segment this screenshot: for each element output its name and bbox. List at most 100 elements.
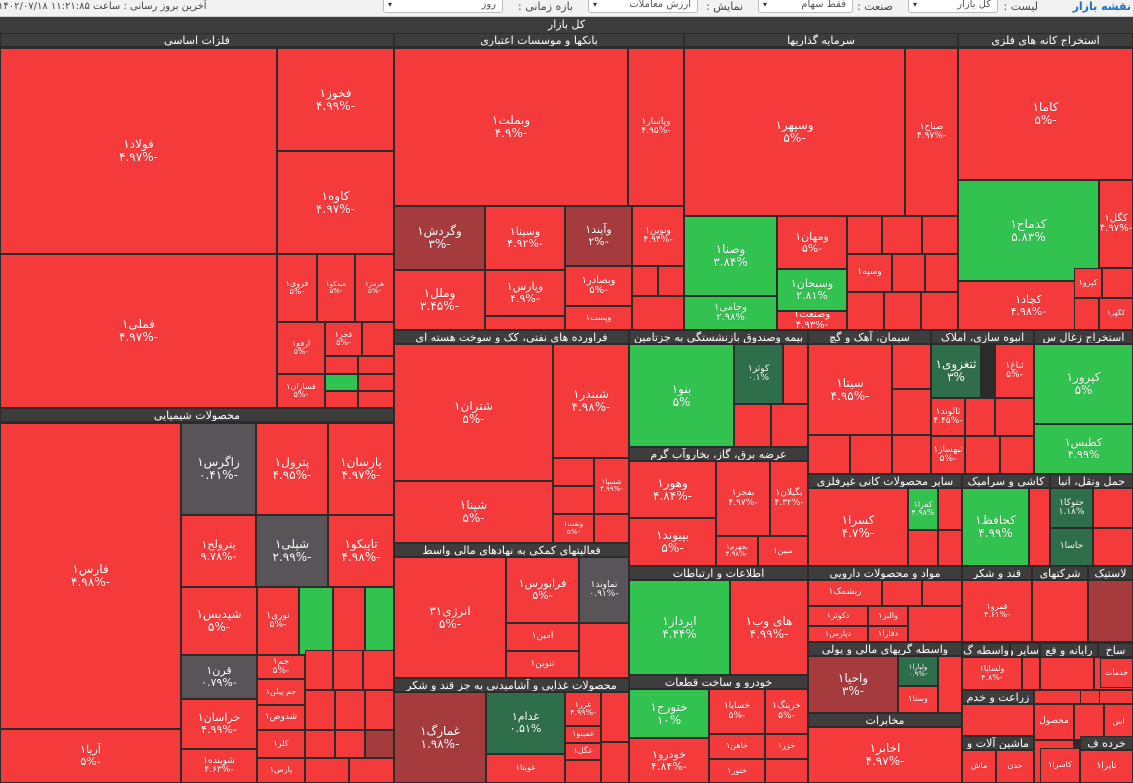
stock-tile[interactable]: حدن — [996, 750, 1034, 783]
stock-tile[interactable]: وجامی۱ ۲.۹۸% — [684, 296, 777, 330]
stock-tile[interactable]: کوثر۱ ۰.۱% — [734, 344, 783, 404]
stock-tile[interactable]: کگهر۱ — [1099, 298, 1133, 330]
sector-header[interactable]: خرده ف — [1080, 736, 1133, 750]
stock-tile[interactable]: ارفع۱ -۵% — [277, 322, 325, 374]
stock-tile[interactable]: ریشمک۱ — [808, 580, 882, 606]
stock-tile-small[interactable] — [1074, 298, 1099, 330]
stock-tile[interactable]: خدمات — [1100, 658, 1133, 688]
stock-tile[interactable]: های وب۱ -۴.۹۹% — [730, 580, 808, 675]
stock-tile[interactable]: ثتغزوی۱ ۳% — [931, 344, 981, 398]
stock-tile[interactable]: والبر۱ — [868, 606, 908, 626]
stock-tile[interactable]: کفرا۱ ۴.۹۸% — [908, 488, 938, 530]
sector-header[interactable]: محصولات شیمیایی — [0, 408, 394, 422]
stock-tile[interactable]: ولپارا۱ -۰.۹% — [898, 656, 938, 686]
stock-tile[interactable]: کلر۱ — [257, 730, 305, 758]
stock-tile[interactable]: دپارس۱ — [808, 626, 868, 642]
stock-tile[interactable]: وهور۱ -۴.۸۴% — [629, 461, 716, 518]
stock-tile[interactable]: وپارس۱ -۴.۹% — [485, 270, 565, 316]
stock-tile[interactable]: شپلی۱ -۲.۹۹% — [256, 515, 328, 587]
stock-tile[interactable]: اپرداز۱ ۴.۴۴% — [629, 580, 730, 675]
stock-tile[interactable]: وسنا۱ — [898, 686, 938, 713]
stock-tile[interactable]: وسپه۱ — [847, 254, 892, 292]
stock-tile-small[interactable] — [892, 254, 925, 292]
stock-tile-small[interactable] — [908, 606, 962, 642]
stock-tile[interactable]: فجر۱ -۵% — [325, 322, 362, 356]
stock-tile[interactable]: کسرا۱ -۴.۷% — [808, 488, 908, 566]
stock-tile-small[interactable] — [771, 404, 808, 447]
stock-tile[interactable]: تاپیکو۱ -۴.۹۸% — [328, 515, 394, 587]
sector-header[interactable]: بیمه وصندوق بازنشستگی به جزتامین — [629, 330, 808, 344]
industry-select[interactable]: فقط سهام ▾ — [758, 0, 853, 13]
stock-tile[interactable]: فملی۱ -۴.۹۷% — [0, 254, 277, 408]
stock-tile-small[interactable] — [363, 650, 394, 690]
stock-tile-small[interactable] — [485, 316, 565, 330]
sector-header[interactable]: عرضه برق، گاز، بخاروآب گرم — [629, 447, 808, 461]
stock-tile-small[interactable] — [1029, 488, 1050, 566]
stock-tile-small[interactable] — [579, 623, 629, 678]
stock-tile-small[interactable] — [1102, 268, 1133, 298]
stock-tile[interactable]: وپاسار۱ -۴.۹۵% — [628, 48, 684, 206]
stock-tile-small[interactable] — [358, 391, 394, 408]
sector-header[interactable]: فعالیتهای کمکی به نهادهای مالی واسط — [394, 543, 629, 557]
stock-tile[interactable]: ثبهساز۱ -۵% — [931, 436, 965, 474]
stock-tile-small[interactable] — [847, 216, 882, 254]
stock-tile-small[interactable] — [594, 514, 629, 543]
stock-tile[interactable]: اس — [1104, 704, 1133, 740]
sector-header[interactable]: زراعت و خدم — [962, 690, 1034, 704]
stock-tile[interactable]: قمرو۱ -۴.۶۱% — [962, 580, 1032, 642]
stock-tile[interactable]: تایرا۱ — [1080, 750, 1133, 783]
stock-tile[interactable]: وملل۱ -۳.۴۵% — [394, 270, 485, 330]
stock-tile-small[interactable] — [601, 742, 629, 783]
stock-tile[interactable]: شتران۱ -۵% — [394, 344, 553, 481]
stock-tile[interactable]: کاما۱ -۵% — [958, 48, 1133, 180]
stock-tile[interactable]: تماوند۱ -۰.۹۱% — [579, 557, 629, 623]
stock-tile-small[interactable] — [922, 580, 962, 606]
stock-tile[interactable]: فارس۱ -۴.۹۸% — [0, 423, 181, 729]
stock-tile[interactable]: خراسان۱ -۴.۹۹% — [181, 699, 257, 749]
stock-tile[interactable]: ونفت۱ -۵% — [553, 514, 594, 543]
stock-tile[interactable]: وسینا۱ -۴.۹۲% — [485, 206, 565, 270]
stock-tile-small[interactable] — [632, 296, 684, 330]
stock-tile-small[interactable] — [565, 760, 601, 783]
stock-tile[interactable]: میدکو۱ -۵% — [317, 254, 355, 322]
sector-header[interactable]: محصولات غذایی و آشامیدنی به جز قند و شکر — [394, 678, 629, 692]
stock-tile-small[interactable] — [765, 759, 808, 783]
stock-tile-small[interactable] — [333, 587, 365, 655]
stock-tile[interactable]: کطبس۱ ۴.۹۹% — [1034, 424, 1133, 474]
stock-tile-small[interactable] — [362, 322, 394, 356]
sector-header[interactable]: ماشین آلات و — [962, 736, 1034, 750]
stock-tile[interactable]: شسپا۱ -۴.۹۹% — [594, 458, 629, 514]
stock-tile-small[interactable] — [892, 389, 931, 435]
stock-tile-small[interactable] — [335, 690, 365, 730]
stock-tile[interactable]: بنو۱ ۵% — [629, 344, 734, 447]
sector-header[interactable]: اطلاعات و ارتباطات — [629, 566, 808, 580]
stock-tile[interactable]: آریا۱ -۵% — [0, 729, 181, 783]
stock-tile[interactable]: کپرو۱ — [1074, 268, 1102, 298]
stock-tile[interactable]: اخابر۱ -۴.۹۷% — [808, 727, 962, 783]
stock-tile[interactable]: کگل۱ -۴.۹۷% — [1099, 180, 1133, 268]
stock-tile-small[interactable] — [938, 488, 962, 530]
stock-tile[interactable]: فروی۱ -۵% — [277, 254, 317, 322]
stock-tile[interactable]: محصول — [1034, 704, 1074, 740]
stock-tile[interactable]: غمارگ۱ -۱.۹۸% — [394, 692, 486, 783]
stock-tile[interactable]: سیتا۱ -۴.۹۵% — [808, 344, 892, 435]
stock-tile[interactable]: بپیوند۱ -۵% — [629, 518, 716, 566]
stock-tile-small[interactable] — [882, 216, 922, 254]
display-select[interactable]: ارزش معاملات ▾ — [588, 0, 698, 13]
stock-tile-small[interactable] — [335, 730, 365, 758]
stock-tile[interactable]: وسبحان۱ ۲.۸۱% — [777, 269, 847, 311]
sector-header[interactable]: شرکتهای — [1032, 566, 1088, 580]
stock-tile-small[interactable] — [1022, 657, 1040, 690]
stock-tile[interactable]: وصنا۱ ۳.۸۴% — [684, 216, 777, 296]
stock-tile[interactable]: غویتا۱ — [486, 754, 565, 783]
stock-tile-small[interactable] — [1093, 488, 1133, 528]
sector-header[interactable]: خودرو و ساخت قطعات — [629, 675, 808, 689]
stock-tile[interactable]: مبین۱ — [758, 536, 808, 566]
stock-tile[interactable]: ولساپا۱ -۴.۸% — [962, 657, 1022, 690]
stock-tile[interactable]: جم۱ -۵% — [257, 655, 305, 679]
stock-tile[interactable]: بجهرم۱ -۴.۹۸% — [716, 536, 758, 566]
stock-tile-small[interactable] — [658, 266, 684, 296]
sector-header[interactable]: سایر واسطه — [1010, 643, 1040, 657]
stock-tile-small[interactable] — [892, 344, 931, 389]
stock-tile[interactable]: خرینگ۱ -۵% — [765, 689, 808, 734]
